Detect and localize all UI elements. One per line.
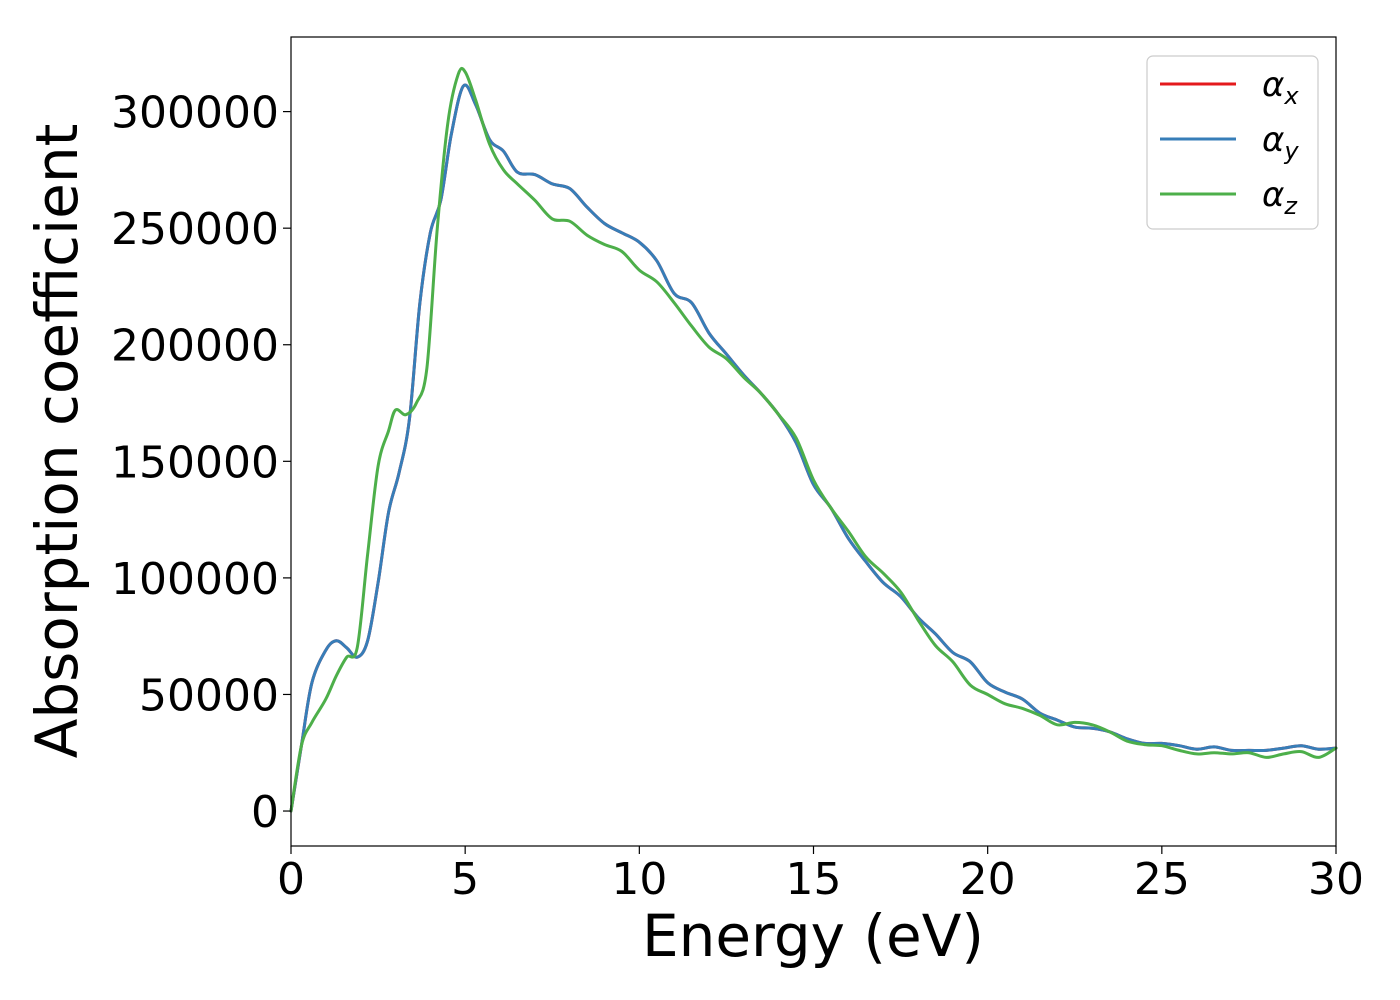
y-tick-label: 100000 xyxy=(111,554,279,605)
y-tick-label: 300000 xyxy=(111,88,279,139)
legend-label-z: αz xyxy=(1262,175,1298,220)
x-axis-title: Energy (eV) xyxy=(642,902,984,970)
y-tick-label: 250000 xyxy=(111,204,279,255)
x-tick-label: 25 xyxy=(1134,854,1190,905)
x-tick-label: 10 xyxy=(611,854,667,905)
x-tick-label: 5 xyxy=(451,854,479,905)
x-tick-label: 0 xyxy=(277,854,305,905)
legend-box xyxy=(1146,55,1319,230)
series-layer xyxy=(289,66,1338,813)
y-tick-label: 150000 xyxy=(111,437,279,488)
x-tick-label: 20 xyxy=(960,854,1016,905)
x-tick-label: 15 xyxy=(786,854,842,905)
y-axis: 0 50000 100000 150000 200000 250000 300000 xyxy=(111,88,291,838)
y-tick-label: 0 xyxy=(251,787,279,838)
x-tick-label: 30 xyxy=(1308,854,1364,905)
y-tick-label: 50000 xyxy=(139,670,279,721)
y-tick-label: 200000 xyxy=(111,321,279,372)
x-axis: 0 5 10 15 20 25 30 xyxy=(277,846,1364,905)
series-line-z xyxy=(289,66,1338,813)
y-axis-title: Absorption coefficient xyxy=(23,124,91,759)
